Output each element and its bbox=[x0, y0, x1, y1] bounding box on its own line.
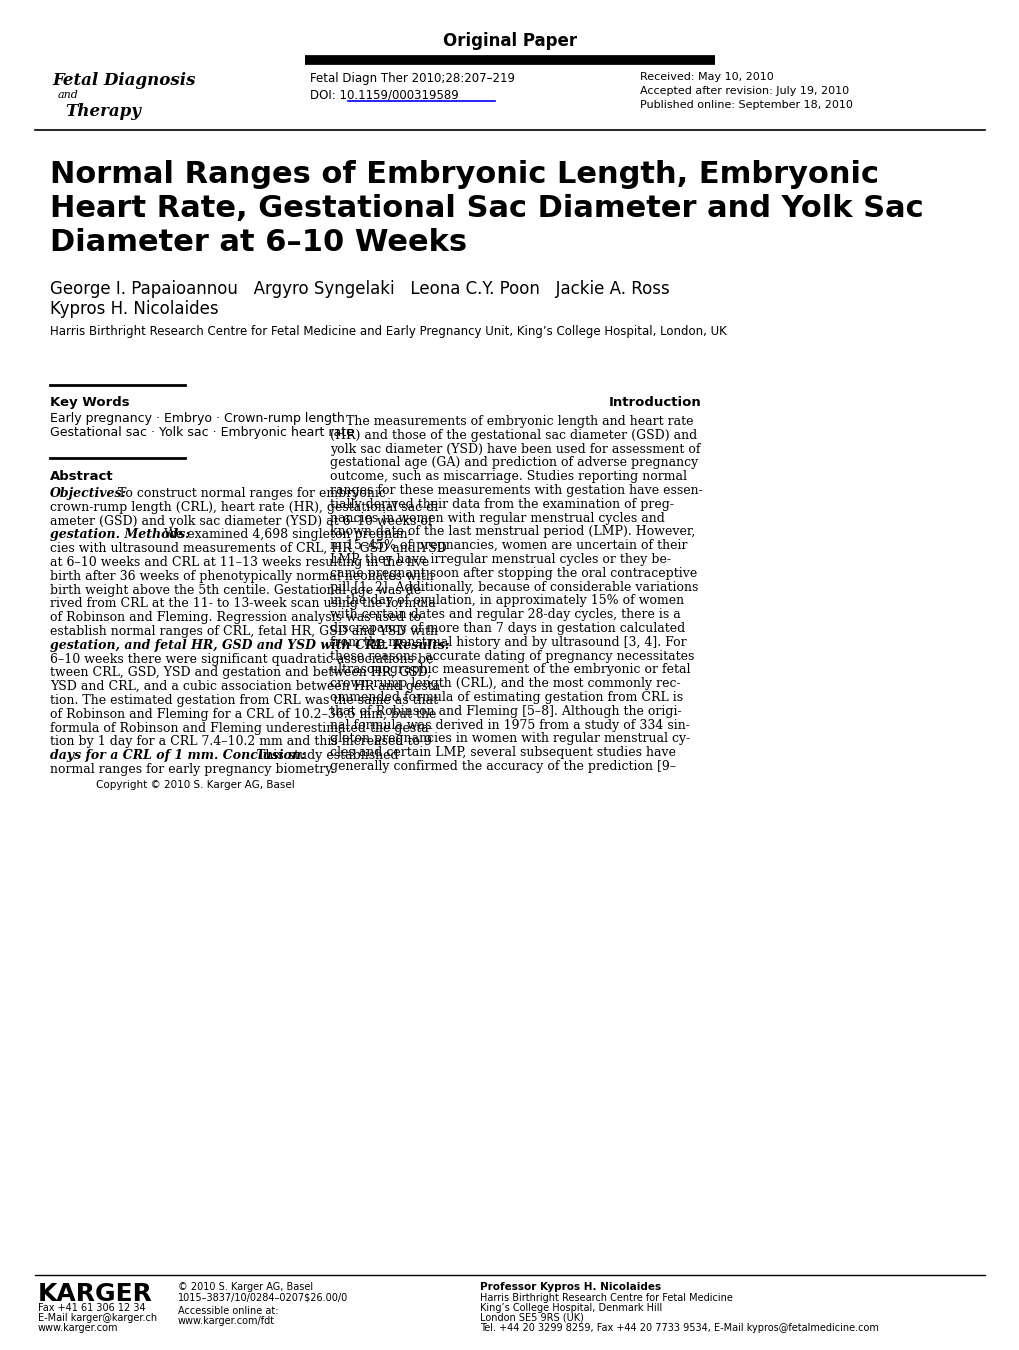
Text: LMP, they have irregular menstrual cycles or they be-: LMP, they have irregular menstrual cycle… bbox=[330, 554, 671, 566]
Text: tween CRL, GSD, YSD and gestation and between HR, GSD,: tween CRL, GSD, YSD and gestation and be… bbox=[50, 667, 431, 679]
Text: Heart Rate, Gestational Sac Diameter and Yolk Sac: Heart Rate, Gestational Sac Diameter and… bbox=[50, 194, 923, 223]
Text: The measurements of embryonic length and heart rate: The measurements of embryonic length and… bbox=[330, 414, 693, 428]
Text: Diameter at 6–10 Weeks: Diameter at 6–10 Weeks bbox=[50, 228, 467, 256]
Text: (HR) and those of the gestational sac diameter (GSD) and: (HR) and those of the gestational sac di… bbox=[330, 429, 697, 441]
Text: in 15–45% of pregnancies, women are uncertain of their: in 15–45% of pregnancies, women are unce… bbox=[330, 539, 687, 552]
Text: Received: May 10, 2010: Received: May 10, 2010 bbox=[639, 72, 773, 82]
Text: Copyright © 2010 S. Karger AG, Basel: Copyright © 2010 S. Karger AG, Basel bbox=[96, 780, 294, 790]
Text: Normal Ranges of Embryonic Length, Embryonic: Normal Ranges of Embryonic Length, Embry… bbox=[50, 161, 878, 189]
Text: Key Words: Key Words bbox=[50, 396, 129, 409]
Text: www.karger.com: www.karger.com bbox=[38, 1323, 118, 1332]
Text: To construct normal ranges for embryonic: To construct normal ranges for embryonic bbox=[114, 487, 385, 500]
Text: Accessible online at:: Accessible online at: bbox=[178, 1305, 278, 1316]
Text: King’s College Hospital, Denmark Hill: King’s College Hospital, Denmark Hill bbox=[480, 1303, 661, 1314]
Text: cies with ultrasound measurements of CRL, HR, GSD and YSD: cies with ultrasound measurements of CRL… bbox=[50, 543, 446, 555]
Text: YSD and CRL, and a cubic association between HR and gesta-: YSD and CRL, and a cubic association bet… bbox=[50, 680, 444, 693]
Text: crown-rump length (CRL), and the most commonly rec-: crown-rump length (CRL), and the most co… bbox=[330, 678, 680, 690]
Text: ranges for these measurements with gestation have essen-: ranges for these measurements with gesta… bbox=[330, 485, 702, 497]
Text: generally confirmed the accuracy of the prediction [9–: generally confirmed the accuracy of the … bbox=[330, 760, 676, 774]
Text: Introduction: Introduction bbox=[608, 396, 701, 409]
Text: crown-rump length (CRL), heart rate (HR), gestational sac di-: crown-rump length (CRL), heart rate (HR)… bbox=[50, 501, 442, 514]
Text: birth weight above the 5th centile. Gestational age was de-: birth weight above the 5th centile. Gest… bbox=[50, 583, 425, 597]
Text: days for a CRL of 1 mm. Conclusion:: days for a CRL of 1 mm. Conclusion: bbox=[50, 749, 306, 763]
Text: Abstract: Abstract bbox=[50, 470, 113, 483]
Text: tially derived their data from the examination of preg-: tially derived their data from the exami… bbox=[330, 498, 674, 510]
Text: that of Robinson and Fleming [5–8]. Although the origi-: that of Robinson and Fleming [5–8]. Alth… bbox=[330, 705, 681, 718]
Text: Therapy: Therapy bbox=[65, 103, 141, 120]
Text: in the day of ovulation, in approximately 15% of women: in the day of ovulation, in approximatel… bbox=[330, 594, 684, 608]
Text: gestational age (GA) and prediction of adverse pregnancy: gestational age (GA) and prediction of a… bbox=[330, 456, 698, 470]
Text: 1015–3837/10/0284–0207$26.00/0: 1015–3837/10/0284–0207$26.00/0 bbox=[178, 1292, 347, 1301]
Text: cles and certain LMP, several subsequent studies have: cles and certain LMP, several subsequent… bbox=[330, 747, 676, 759]
Text: tion by 1 day for a CRL 7.4–10.2 mm and this increased to 9: tion by 1 day for a CRL 7.4–10.2 mm and … bbox=[50, 736, 431, 748]
Text: Original Paper: Original Paper bbox=[442, 32, 577, 50]
Text: Early pregnancy · Embryo · Crown-rump length ·: Early pregnancy · Embryo · Crown-rump le… bbox=[50, 412, 353, 425]
Text: nal formula was derived in 1975 from a study of 334 sin-: nal formula was derived in 1975 from a s… bbox=[330, 718, 689, 732]
Text: gestation. Methods:: gestation. Methods: bbox=[50, 528, 190, 541]
Text: George I. Papaioannou   Argyro Syngelaki   Leona C.Y. Poon   Jackie A. Ross: George I. Papaioannou Argyro Syngelaki L… bbox=[50, 279, 669, 298]
Text: known date of the last menstrual period (LMP). However,: known date of the last menstrual period … bbox=[330, 525, 695, 539]
Text: Harris Birthright Research Centre for Fetal Medicine and Early Pregnancy Unit, K: Harris Birthright Research Centre for Fe… bbox=[50, 325, 727, 338]
Text: formula of Robinson and Fleming underestimated the gesta-: formula of Robinson and Fleming underest… bbox=[50, 722, 432, 734]
Text: Fetal Diagn Ther 2010;28:207–219: Fetal Diagn Ther 2010;28:207–219 bbox=[310, 72, 515, 85]
Text: © 2010 S. Karger AG, Basel: © 2010 S. Karger AG, Basel bbox=[178, 1282, 313, 1292]
Text: This study established: This study established bbox=[253, 749, 398, 763]
Text: Fax +41 61 306 12 34: Fax +41 61 306 12 34 bbox=[38, 1303, 146, 1314]
Text: ameter (GSD) and yolk sac diameter (YSD) at 6–10 weeks of: ameter (GSD) and yolk sac diameter (YSD)… bbox=[50, 514, 432, 528]
Text: nancies in women with regular menstrual cycles and: nancies in women with regular menstrual … bbox=[330, 512, 664, 525]
Text: birth after 36 weeks of phenotypically normal neonates with: birth after 36 weeks of phenotypically n… bbox=[50, 570, 433, 583]
Text: 6–10 weeks there were significant quadratic associations be-: 6–10 weeks there were significant quadra… bbox=[50, 652, 437, 666]
Text: Published online: September 18, 2010: Published online: September 18, 2010 bbox=[639, 100, 852, 109]
Text: Objectives:: Objectives: bbox=[50, 487, 127, 500]
Text: from the menstrual history and by ultrasound [3, 4]. For: from the menstrual history and by ultras… bbox=[330, 636, 686, 649]
Text: at 6–10 weeks and CRL at 11–13 weeks resulting in the live: at 6–10 weeks and CRL at 11–13 weeks res… bbox=[50, 556, 429, 568]
Text: and: and bbox=[58, 90, 78, 100]
Text: of Robinson and Fleming for a CRL of 10.2–36.5 mm, but the: of Robinson and Fleming for a CRL of 10.… bbox=[50, 707, 436, 721]
Text: tion. The estimated gestation from CRL was the same as that: tion. The estimated gestation from CRL w… bbox=[50, 694, 438, 707]
Text: these reasons, accurate dating of pregnancy necessitates: these reasons, accurate dating of pregna… bbox=[330, 649, 694, 663]
Text: came pregnant soon after stopping the oral contraceptive: came pregnant soon after stopping the or… bbox=[330, 567, 697, 579]
Text: of Robinson and Fleming. Regression analysis was used to: of Robinson and Fleming. Regression anal… bbox=[50, 612, 421, 624]
Text: Accepted after revision: July 19, 2010: Accepted after revision: July 19, 2010 bbox=[639, 86, 848, 96]
Text: We examined 4,698 singleton pregnan-: We examined 4,698 singleton pregnan- bbox=[160, 528, 412, 541]
Text: yolk sac diameter (YSD) have been used for assessment of: yolk sac diameter (YSD) have been used f… bbox=[330, 443, 700, 455]
Text: discrepancy of more than 7 days in gestation calculated: discrepancy of more than 7 days in gesta… bbox=[330, 622, 685, 634]
Text: Kypros H. Nicolaides: Kypros H. Nicolaides bbox=[50, 300, 218, 319]
Text: DOI: 10.1159/000319589: DOI: 10.1159/000319589 bbox=[310, 88, 459, 101]
Text: Harris Birthright Research Centre for Fetal Medicine: Harris Birthright Research Centre for Fe… bbox=[480, 1293, 733, 1303]
Text: establish normal ranges of CRL, fetal HR, GSD and YSD with: establish normal ranges of CRL, fetal HR… bbox=[50, 625, 437, 639]
Text: gestation, and fetal HR, GSD and YSD with CRL. Results:: gestation, and fetal HR, GSD and YSD wit… bbox=[50, 639, 449, 652]
Text: gleton pregnancies in women with regular menstrual cy-: gleton pregnancies in women with regular… bbox=[330, 733, 690, 745]
Text: ommended formula of estimating gestation from CRL is: ommended formula of estimating gestation… bbox=[330, 691, 683, 703]
Text: Fetal Diagnosis: Fetal Diagnosis bbox=[52, 72, 196, 89]
Text: ultrasonographic measurement of the embryonic or fetal: ultrasonographic measurement of the embr… bbox=[330, 663, 690, 676]
Text: pill [1, 2]. Additionally, because of considerable variations: pill [1, 2]. Additionally, because of co… bbox=[330, 580, 698, 594]
Text: www.karger.com/fdt: www.karger.com/fdt bbox=[178, 1316, 275, 1326]
Text: with certain dates and regular 28-day cycles, there is a: with certain dates and regular 28-day cy… bbox=[330, 609, 680, 621]
Text: Tel. +44 20 3299 8259, Fax +44 20 7733 9534, E-Mail kypros@fetalmedicine.com: Tel. +44 20 3299 8259, Fax +44 20 7733 9… bbox=[480, 1323, 878, 1332]
Text: normal ranges for early pregnancy biometry.: normal ranges for early pregnancy biomet… bbox=[50, 763, 334, 776]
Text: Gestational sac · Yolk sac · Embryonic heart rate: Gestational sac · Yolk sac · Embryonic h… bbox=[50, 427, 354, 439]
Text: KARGER: KARGER bbox=[38, 1282, 153, 1305]
Text: outcome, such as miscarriage. Studies reporting normal: outcome, such as miscarriage. Studies re… bbox=[330, 470, 687, 483]
Text: At: At bbox=[369, 639, 386, 652]
Text: E-Mail karger@karger.ch: E-Mail karger@karger.ch bbox=[38, 1314, 157, 1323]
Text: rived from CRL at the 11- to 13-week scan using the formula: rived from CRL at the 11- to 13-week sca… bbox=[50, 598, 435, 610]
Text: Professor Kypros H. Nicolaides: Professor Kypros H. Nicolaides bbox=[480, 1282, 660, 1292]
Text: London SE5 9RS (UK): London SE5 9RS (UK) bbox=[480, 1314, 583, 1323]
